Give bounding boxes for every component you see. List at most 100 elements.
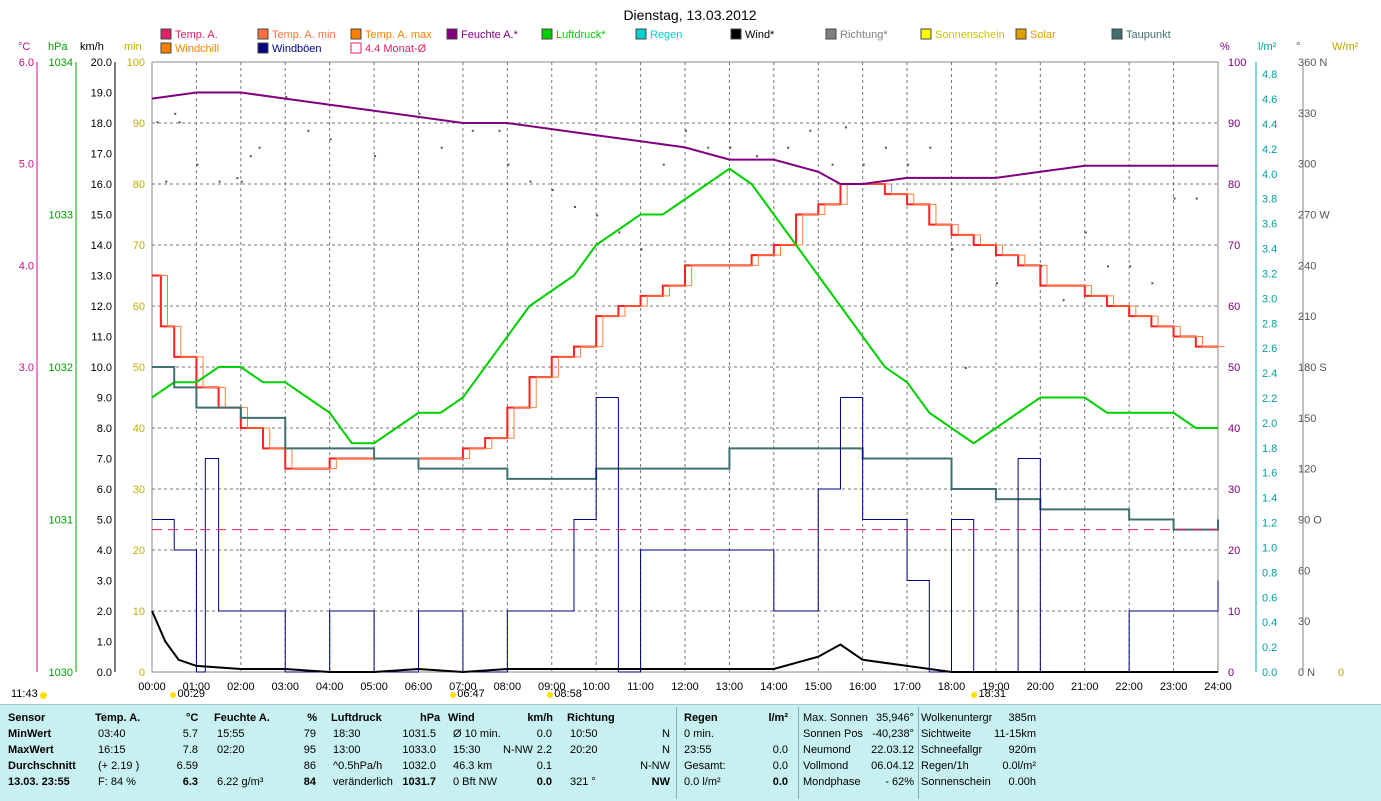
tick-time: 13:00 bbox=[716, 681, 744, 693]
tick-rain: 4.6 bbox=[1262, 94, 1277, 106]
tick-degree: 360 N bbox=[1298, 57, 1327, 69]
sun-marker-icon bbox=[971, 692, 978, 698]
table-header: Feuchte A. bbox=[214, 712, 270, 724]
pressure-value: 1032.0 bbox=[402, 760, 436, 772]
direction-point bbox=[831, 163, 834, 166]
humidity-info: 02:20 bbox=[217, 744, 245, 756]
tick-degree: 150 bbox=[1298, 413, 1316, 425]
tick-degree: 180 S bbox=[1298, 362, 1327, 374]
axis-unit: % bbox=[1220, 41, 1230, 53]
legend-label: Temp. A. min bbox=[272, 29, 336, 41]
tick-rain: 4.4 bbox=[1262, 119, 1277, 131]
wind-info: Ø 10 min. bbox=[453, 728, 501, 740]
direction-point bbox=[787, 146, 790, 149]
series-wind- bbox=[151, 610, 1218, 674]
legend-swatch bbox=[635, 28, 647, 40]
direction-info: 20:20 bbox=[570, 744, 598, 756]
direction-point bbox=[844, 126, 847, 129]
tick-kmh: 20.0 bbox=[91, 57, 112, 69]
astro-value: -40,238° bbox=[872, 728, 914, 740]
table-header: °C bbox=[186, 712, 199, 724]
weather-chart: Dienstag, 13.03.2012 Temp. A. Temp. A. mi… bbox=[18, 7, 1359, 693]
direction-point bbox=[707, 146, 710, 149]
astro-label: Neumond bbox=[803, 744, 851, 756]
direction-point bbox=[640, 248, 643, 251]
legend-label: Richtung* bbox=[840, 29, 888, 41]
humidity-value: 86 bbox=[303, 760, 316, 772]
direction-point bbox=[418, 112, 421, 115]
tick-pct: 40 bbox=[1228, 423, 1240, 435]
direction-value: N bbox=[662, 728, 670, 740]
tick-time: 07:00 bbox=[449, 681, 477, 693]
series-luftdruck- bbox=[151, 167, 1218, 445]
direction-point bbox=[529, 180, 532, 183]
direction-point bbox=[573, 206, 576, 209]
table-separator bbox=[676, 707, 677, 799]
direction-point bbox=[551, 189, 554, 192]
tick-time: 16:00 bbox=[849, 681, 877, 693]
legend-label: Solar bbox=[1030, 29, 1056, 41]
extra-label: Sonnenschein bbox=[921, 776, 991, 788]
tick-degree: 270 W bbox=[1298, 210, 1330, 222]
tick-pct: 30 bbox=[1228, 484, 1240, 496]
direction-point bbox=[507, 163, 510, 166]
tick-rain: 2.8 bbox=[1262, 318, 1277, 330]
table-header: l/m² bbox=[768, 712, 788, 724]
temp-info: (+ 2.19 ) bbox=[98, 760, 140, 772]
direction-point bbox=[1195, 197, 1198, 200]
tick-kmh: 11.0 bbox=[91, 332, 112, 344]
tick-time: 04:00 bbox=[316, 681, 344, 693]
legend-swatch bbox=[920, 28, 932, 40]
axis-units: °C hPa km/h min% l/m² ° W/m² bbox=[18, 41, 1359, 53]
sun-marker-icon bbox=[170, 692, 177, 698]
chart-title: Dienstag, 13.03.2012 bbox=[623, 7, 756, 23]
tick-rain: 3.0 bbox=[1262, 293, 1277, 305]
astro-value: - 62% bbox=[885, 776, 914, 788]
tick-kmh: 9.0 bbox=[97, 393, 112, 405]
tick-hpa: 1032 bbox=[49, 362, 73, 374]
direction-point bbox=[1106, 265, 1109, 268]
astro-value: 06.04.12 bbox=[871, 760, 914, 772]
tick-minutes: 10 bbox=[133, 606, 145, 618]
tick-time: 21:00 bbox=[1071, 681, 1099, 693]
tick-time: 14:00 bbox=[760, 681, 788, 693]
tick-degree: 240 bbox=[1298, 260, 1316, 272]
legend-label: Luftdruck* bbox=[556, 29, 606, 41]
tick-solar: 0 bbox=[1338, 667, 1344, 679]
tick-pct: 10 bbox=[1228, 606, 1240, 618]
tick-degree: 60 bbox=[1298, 565, 1310, 577]
tick-celsius: 5.0 bbox=[19, 159, 34, 171]
tick-hpa: 1033 bbox=[49, 210, 73, 222]
tick-kmh: 10.0 bbox=[91, 362, 112, 374]
wind-info: 46.3 km bbox=[453, 760, 493, 772]
legend-label: Windchill bbox=[175, 43, 219, 55]
tick-minutes: 30 bbox=[133, 484, 145, 496]
sun-timeline: 11:43 00:29 06:47 08:58 18:31 bbox=[0, 688, 1381, 704]
legend-swatch bbox=[160, 42, 172, 54]
tick-rain: 0.6 bbox=[1262, 592, 1277, 604]
tick-pct: 50 bbox=[1228, 362, 1240, 374]
pressure-value: 1031.7 bbox=[402, 776, 436, 788]
axis-unit: hPa bbox=[48, 41, 68, 53]
direction-point bbox=[329, 138, 332, 141]
tick-minutes: 0 bbox=[139, 667, 145, 679]
tick-minutes: 80 bbox=[133, 179, 145, 191]
wind-value: 0.0 bbox=[536, 776, 552, 788]
astro-label: Vollmond bbox=[803, 760, 849, 772]
humidity-info: 6.22 g/m³ bbox=[217, 776, 264, 788]
rain-info: 0 min. bbox=[684, 728, 714, 740]
tick-kmh: 19.0 bbox=[91, 88, 112, 100]
direction-point bbox=[156, 121, 159, 124]
legend-label: Windböen bbox=[272, 43, 322, 55]
table-separator bbox=[798, 707, 799, 799]
tick-time: 03:00 bbox=[271, 681, 299, 693]
tick-celsius: 6.0 bbox=[19, 57, 34, 69]
sun-marker-icon bbox=[547, 692, 554, 698]
pressure-info: 18:30 bbox=[333, 728, 361, 740]
axis-unit: min bbox=[124, 41, 142, 53]
tick-rain: 4.0 bbox=[1262, 169, 1277, 181]
direction-point bbox=[756, 155, 759, 158]
tick-kmh: 6.0 bbox=[97, 484, 112, 496]
direction-point bbox=[1084, 231, 1087, 234]
timeline-marker: 18:31 bbox=[978, 688, 1006, 700]
